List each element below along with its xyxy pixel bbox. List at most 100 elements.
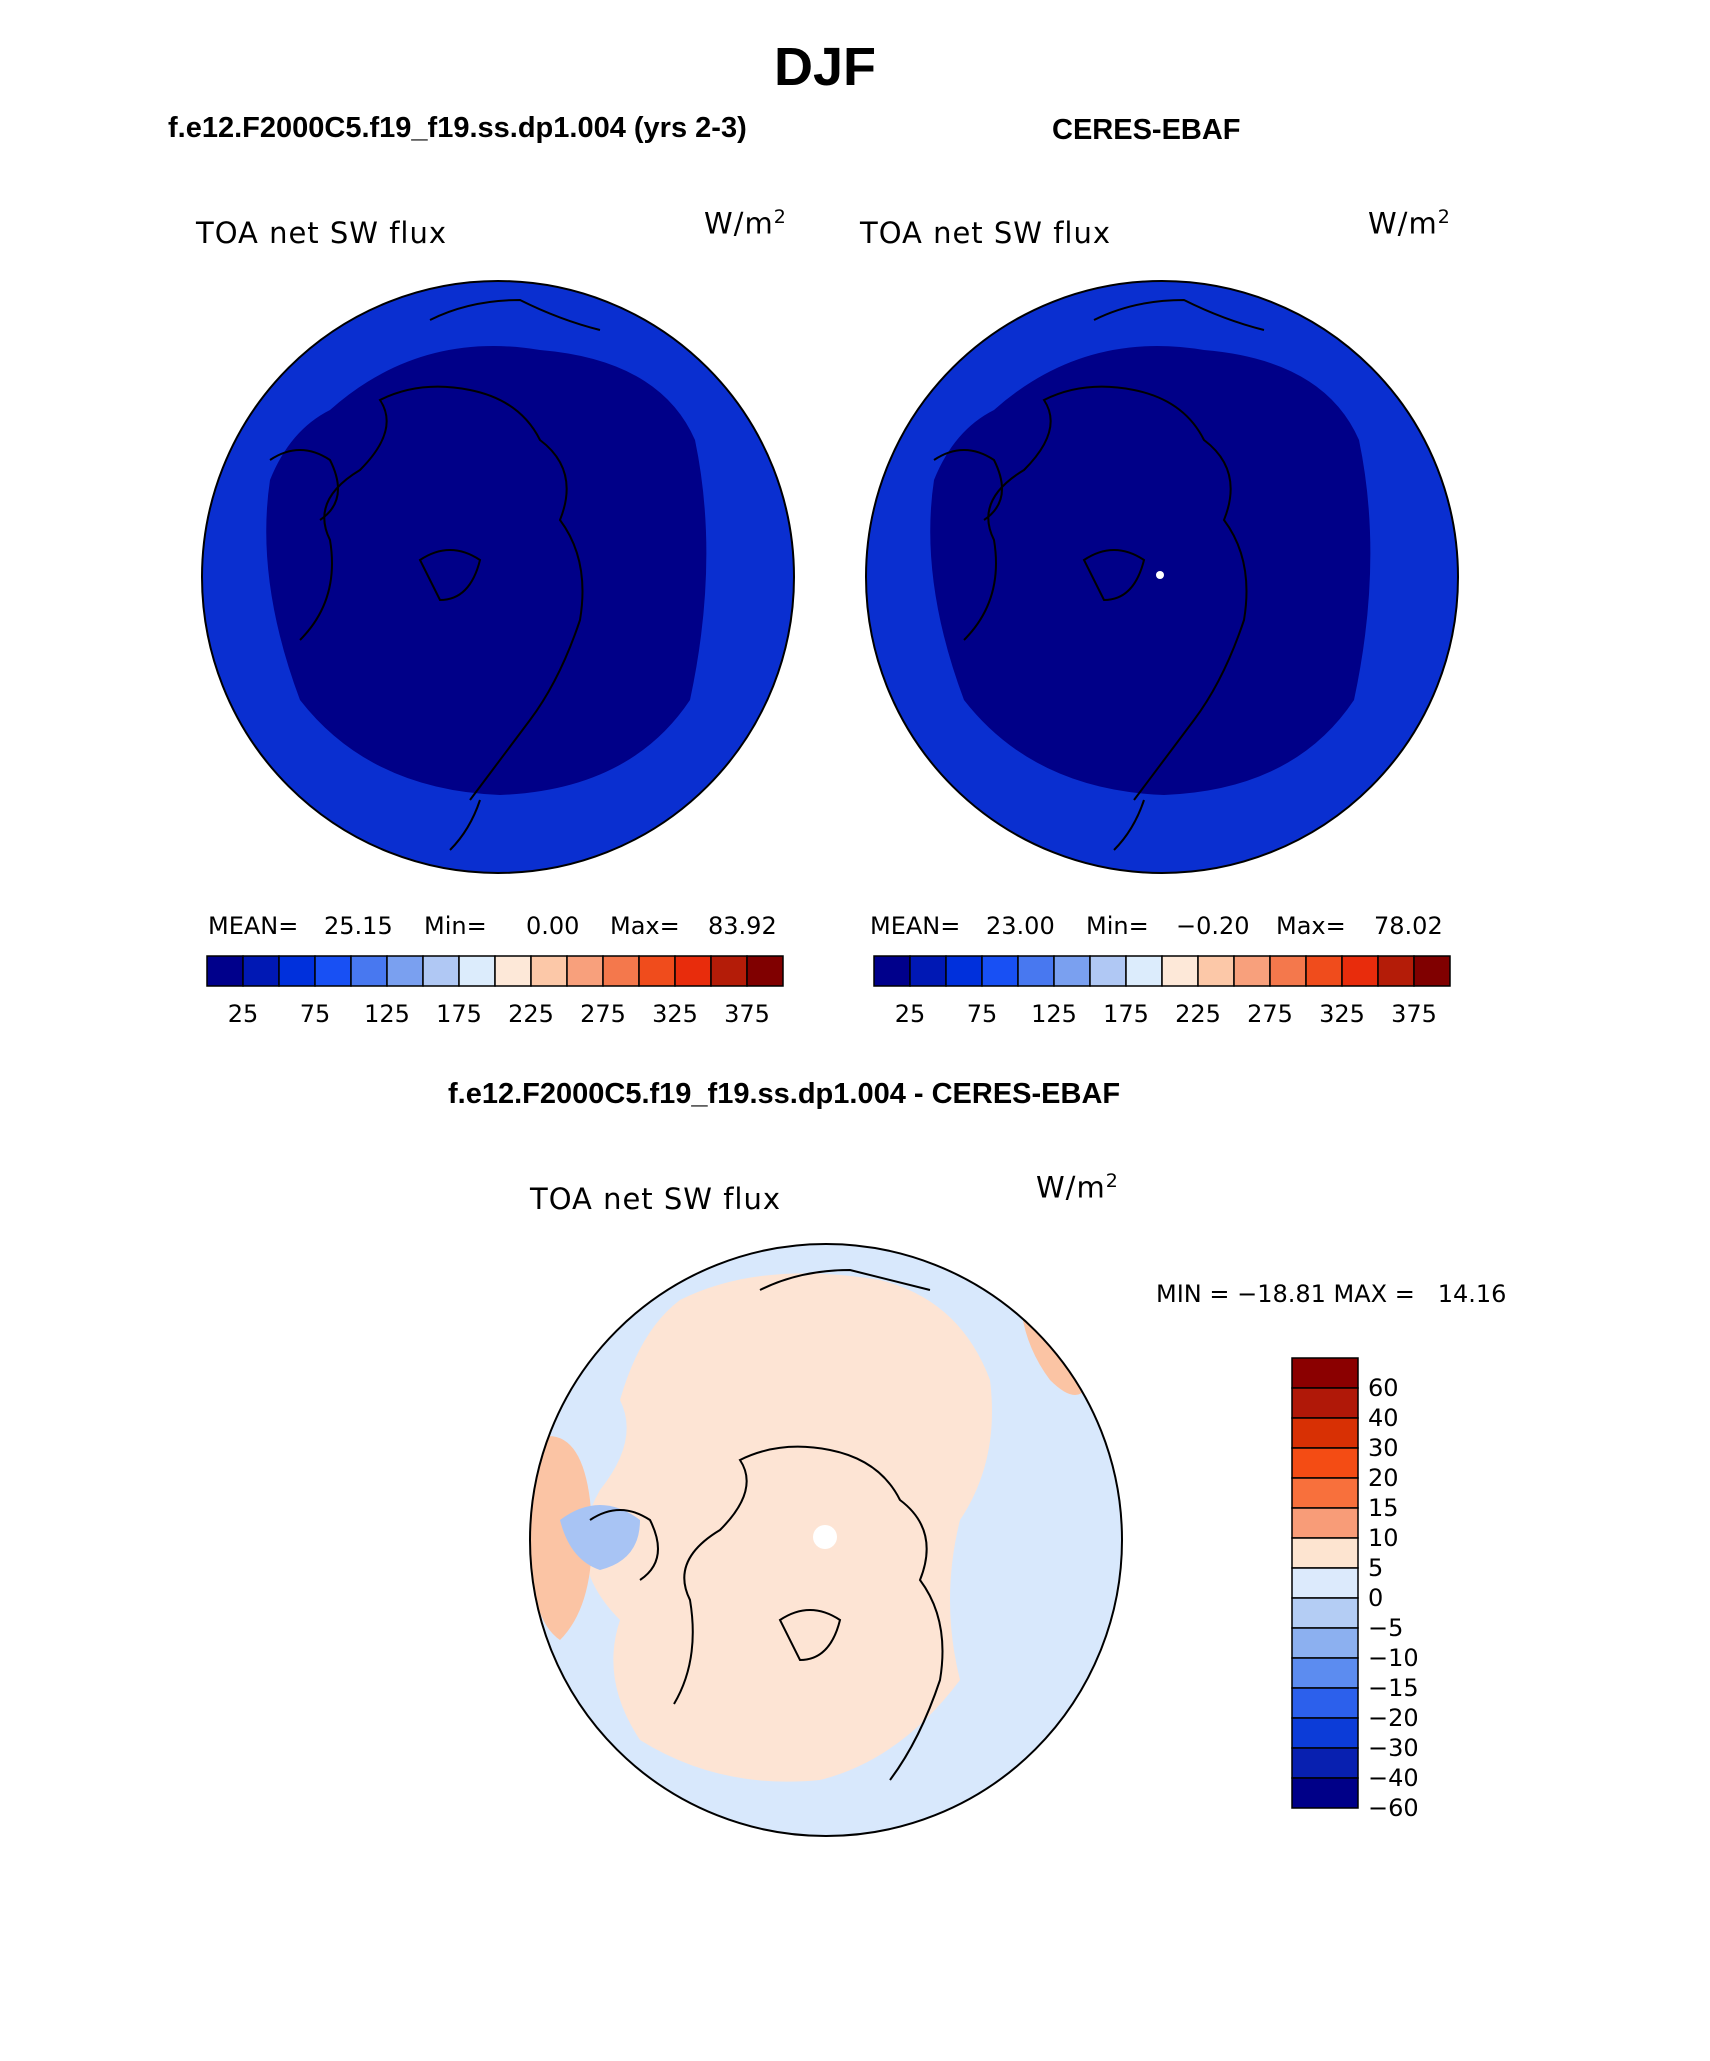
diff-colorbar-box	[1291, 1567, 1359, 1599]
left-colorbar-tick-label: 175	[436, 1000, 482, 1028]
right-colorbar-tick-label: 125	[1031, 1000, 1077, 1028]
right-colorbar-box	[1341, 955, 1379, 987]
right-colorbar-tick-label: 75	[967, 1000, 998, 1028]
left-units-base: W/m	[704, 206, 774, 241]
diff-colorbar-box	[1291, 1447, 1359, 1479]
diff-colorbar-tick-label: 15	[1368, 1494, 1399, 1522]
left-colorbar-box	[386, 955, 424, 987]
right-colorbar-box	[945, 955, 983, 987]
diff-colorbar-tick-label: 0	[1368, 1584, 1383, 1612]
right-units-base: W/m	[1368, 206, 1438, 241]
page-title: DJF	[773, 37, 876, 97]
right-colorbar-box	[1377, 955, 1415, 987]
right-colorbar-box	[981, 955, 1019, 987]
right-colorbar-box	[1017, 955, 1055, 987]
diff-colorbar-tick-label: 20	[1368, 1464, 1399, 1492]
diff-colorbar-box	[1291, 1417, 1359, 1449]
diff-minmax-label: MIN = −18.81 MAX = 14.16	[1156, 1280, 1507, 1308]
left-colorbar-box	[206, 955, 244, 987]
diff-colorbar-box	[1291, 1777, 1359, 1809]
left-colorbar-tick-label: 125	[364, 1000, 410, 1028]
left-min-label: Min=	[424, 912, 487, 940]
left-colorbar-box	[530, 955, 568, 987]
right-colorbar-tick-label: 25	[895, 1000, 926, 1028]
diff-colorbar-tick-label: −40	[1368, 1764, 1419, 1792]
right-max-value: 78.02	[1374, 912, 1443, 940]
right-min-label: Min=	[1086, 912, 1149, 940]
right-max-label: Max=	[1276, 912, 1346, 940]
left-map-inner-field	[266, 346, 707, 795]
diff-colorbar-box	[1291, 1597, 1359, 1629]
left-variable-label: TOA net SW flux	[196, 216, 448, 250]
right-mean-label: MEAN=	[870, 912, 961, 940]
left-colorbar-box	[674, 955, 712, 987]
diff-map-border	[529, 1243, 1123, 1837]
right-mean-value: 23.00	[986, 912, 1055, 940]
left-colorbar-box	[314, 955, 352, 987]
diff-colorbar-box	[1291, 1387, 1359, 1419]
left-units-exp: 2	[773, 206, 787, 228]
right-colorbar-tick-label: 325	[1319, 1000, 1365, 1028]
diff-colorbar-box	[1291, 1477, 1359, 1509]
diff-colorbar-tick-label: 60	[1368, 1374, 1399, 1402]
right-colorbar-tick-label: 275	[1247, 1000, 1293, 1028]
right-colorbar-box	[1305, 955, 1343, 987]
diff-colorbar-tick-label: 10	[1368, 1524, 1399, 1552]
diff-polar-map	[529, 1243, 1123, 1837]
right-colorbar-tick-label: 175	[1103, 1000, 1149, 1028]
left-colorbar-box	[566, 955, 604, 987]
diff-colorbar-tick-label: −10	[1368, 1644, 1419, 1672]
diff-units-label: W/m2	[1036, 1170, 1119, 1205]
left-colorbar-box	[350, 955, 388, 987]
diff-variable-label: TOA net SW flux	[530, 1182, 782, 1216]
diff-coastlines	[589, 1268, 944, 1781]
diff-colorbar-box	[1291, 1717, 1359, 1749]
diff-colorbar-tick-label: 5	[1368, 1554, 1383, 1582]
diff-positive-patch-west	[530, 1436, 592, 1640]
right-units-exp: 2	[1437, 206, 1451, 228]
diff-panel-title: f.e12.F2000C5.f19_f19.ss.dp1.004 - CERES…	[448, 1078, 1121, 1110]
left-units-label: W/m2	[704, 206, 787, 241]
right-colorbar-box	[1089, 955, 1127, 987]
left-colorbar-tick-label: 325	[652, 1000, 698, 1028]
left-colorbar-box	[710, 955, 748, 987]
right-colorbar-tick-label: 375	[1391, 1000, 1437, 1028]
left-max-label: Max=	[610, 912, 680, 940]
right-colorbar-box	[1197, 955, 1235, 987]
diff-units-base: W/m	[1036, 1170, 1106, 1205]
left-panel-title: f.e12.F2000C5.f19_f19.ss.dp1.004 (yrs 2-…	[168, 112, 747, 144]
left-min-value: 0.00	[526, 912, 580, 940]
left-mean-label: MEAN=	[208, 912, 299, 940]
right-pole-dot	[1156, 571, 1164, 579]
diff-colorbar-box	[1291, 1507, 1359, 1539]
diff-colorbar-box	[1291, 1657, 1359, 1689]
diff-colorbar-tick-label: 30	[1368, 1434, 1399, 1462]
diff-units-exp: 2	[1105, 1170, 1119, 1192]
left-colorbar-tick-label: 225	[508, 1000, 554, 1028]
left-coastlines	[269, 298, 601, 851]
right-panel-title: CERES-EBAF	[1052, 114, 1241, 146]
right-colorbar-box	[873, 955, 911, 987]
right-colorbar-box	[1413, 955, 1451, 987]
diff-colorbar-box	[1291, 1627, 1359, 1659]
right-variable-label: TOA net SW flux	[860, 216, 1112, 250]
right-polar-map	[865, 280, 1459, 874]
diff-colorbar-tick-label: 40	[1368, 1404, 1399, 1432]
diff-colorbar-box	[1291, 1357, 1359, 1389]
diff-colorbar-tick-label: −30	[1368, 1734, 1419, 1762]
left-colorbar-tick-label: 25	[228, 1000, 259, 1028]
left-polar-map	[201, 280, 795, 874]
right-colorbar-box	[1053, 955, 1091, 987]
diff-negative-patch	[560, 1505, 640, 1570]
right-min-value: −0.20	[1176, 912, 1250, 940]
left-colorbar-box	[422, 955, 460, 987]
right-colorbar-box	[1161, 955, 1199, 987]
right-units-label: W/m2	[1368, 206, 1451, 241]
diff-colorbar-tick-label: −60	[1368, 1794, 1419, 1822]
right-colorbar-box	[1269, 955, 1307, 987]
left-colorbar-box	[494, 955, 532, 987]
left-map-border	[201, 280, 795, 874]
right-colorbar: 25 75 125 175 225 275 325 375	[873, 955, 1451, 1028]
